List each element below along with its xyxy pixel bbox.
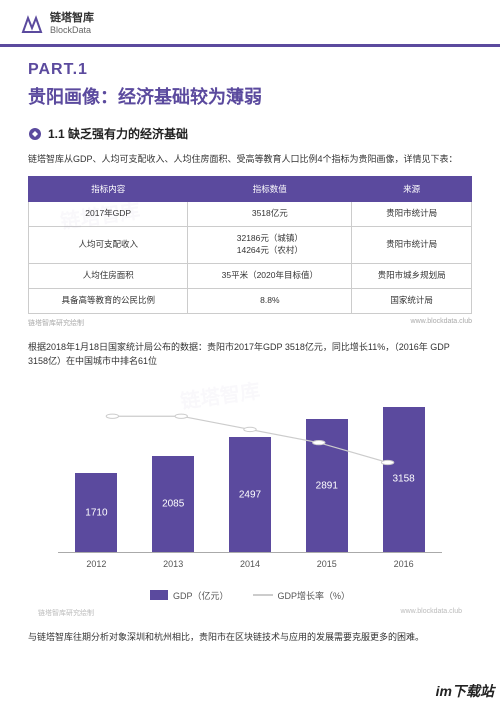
chart-legend: GDP（亿元） GDP增长率（%） <box>28 589 472 602</box>
bar: 2497 <box>229 437 271 551</box>
brand-cn: 链塔智库 <box>50 12 94 25</box>
table-cell: 2017年GDP <box>29 202 188 227</box>
table-header: 指标数值 <box>188 177 352 202</box>
x-axis-label: 2016 <box>369 559 438 569</box>
section-header: 1.1 缺乏强有力的经济基础 <box>28 125 472 142</box>
brand-en: BlockData <box>50 25 94 36</box>
table-cell: 人均住房面积 <box>29 264 188 289</box>
section-title: 1.1 缺乏强有力的经济基础 <box>48 125 188 142</box>
intro-text: 链塔智库从GDP、人均可支配收入、人均住房面积、受高等教育人口比例4个指标为贵阳… <box>28 152 472 166</box>
table-cell: 国家统计局 <box>352 288 472 313</box>
metrics-table: 指标内容指标数值来源 2017年GDP3518亿元贵阳市统计局人均可支配收入32… <box>28 176 472 313</box>
logo: 链塔智库 BlockData <box>20 12 94 36</box>
table-cell: 贵阳市统计局 <box>352 202 472 227</box>
legend-bar-swatch <box>150 590 168 600</box>
x-axis-label: 2015 <box>292 559 361 569</box>
bar: 3158 <box>383 407 425 551</box>
table-cell: 贵阳市城乡规划局 <box>352 264 472 289</box>
legend-line-swatch <box>253 594 273 596</box>
gdp-chart: 1710 2085 2497 2891 3158 2012 2013 2014 2015 201… <box>38 383 462 583</box>
table-cell: 3518亿元 <box>188 202 352 227</box>
bar: 2085 <box>152 456 194 551</box>
part-label: PART.1 <box>28 61 472 79</box>
legend-bar-label: GDP（亿元） <box>173 589 229 602</box>
table-cell: 具备高等教育的公民比例 <box>29 288 188 313</box>
paragraph: 根据2018年1月18日国家统计局公布的数据：贵阳市2017年GDP 3518亿… <box>28 340 472 369</box>
table-row: 人均住房面积35平米（2020年目标值）贵阳市城乡规划局 <box>29 264 472 289</box>
table-cell: 人均可支配收入 <box>29 227 188 264</box>
x-axis-label: 2014 <box>215 559 284 569</box>
table-source: 链塔智库研究绘制 <box>28 318 84 328</box>
bar: 1710 <box>75 473 117 551</box>
bar: 2891 <box>306 419 348 551</box>
table-cell: 贵阳市统计局 <box>352 227 472 264</box>
x-axis-label: 2013 <box>139 559 208 569</box>
logo-icon <box>20 12 44 36</box>
table-row: 人均可支配收入32186元（城镇）14264元（农村）贵阳市统计局 <box>29 227 472 264</box>
conclusion: 与链塔智库往期分析对象深圳和杭州相比，贵阳市在区块链技术与应用的发展需要克服更多… <box>28 630 472 644</box>
bar-value: 1710 <box>85 507 107 518</box>
table-cell: 35平米（2020年目标值） <box>188 264 352 289</box>
bar-value: 2085 <box>162 498 184 509</box>
table-row: 具备高等教育的公民比例8.8%国家统计局 <box>29 288 472 313</box>
bar-value: 2891 <box>316 480 338 491</box>
chart-url: www.blockdata.club <box>401 608 462 618</box>
table-url: www.blockdata.club <box>411 318 472 328</box>
table-header: 来源 <box>352 177 472 202</box>
chart-source: 链塔智库研究绘制 <box>38 608 94 618</box>
bar-value: 3158 <box>392 474 414 485</box>
bar-value: 2497 <box>239 489 261 500</box>
header: 链塔智库 BlockData <box>0 0 500 47</box>
watermark: im下载站 <box>436 681 494 701</box>
table-cell: 8.8% <box>188 288 352 313</box>
table-cell: 32186元（城镇）14264元（农村） <box>188 227 352 264</box>
x-axis-label: 2012 <box>62 559 131 569</box>
page-title: 贵阳画像：经济基础较为薄弱 <box>28 83 472 109</box>
bullet-icon <box>28 127 42 141</box>
legend-line-label: GDP增长率（%） <box>278 589 351 602</box>
table-header: 指标内容 <box>29 177 188 202</box>
table-row: 2017年GDP3518亿元贵阳市统计局 <box>29 202 472 227</box>
